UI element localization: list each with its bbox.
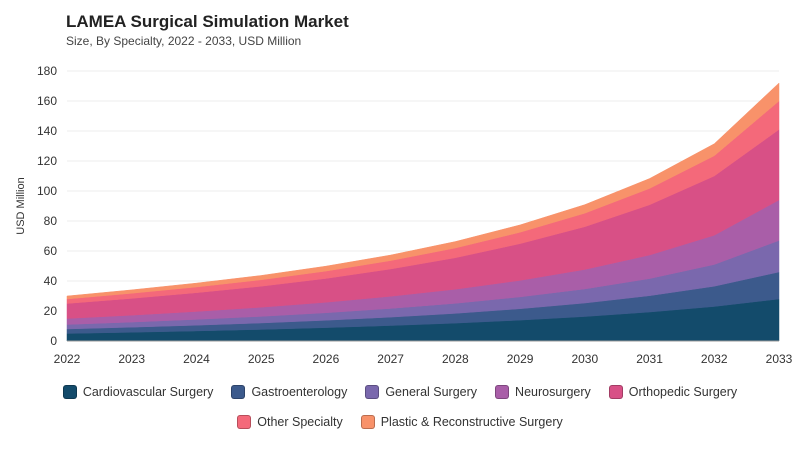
y-tick-label: 120 <box>37 154 57 168</box>
x-tick-label: 2028 <box>442 352 469 366</box>
x-tick-label: 2027 <box>377 352 404 366</box>
y-axis-label: USD Million <box>15 177 27 234</box>
x-tick-label: 2026 <box>313 352 340 366</box>
legend-swatch <box>360 415 375 429</box>
legend-item[interactable]: Cardiovascular Surgery <box>62 385 214 399</box>
x-tick-label: 2032 <box>701 352 728 366</box>
legend-label: Cardiovascular Surgery <box>82 385 214 399</box>
y-tick-label: 60 <box>44 244 58 258</box>
legend-label: Other Specialty <box>257 415 343 429</box>
x-tick-label: 2029 <box>507 352 534 366</box>
legend-swatch <box>237 415 252 429</box>
y-tick-label: 160 <box>37 94 57 108</box>
legend-swatch <box>62 385 77 399</box>
y-tick-label: 180 <box>37 64 57 78</box>
y-tick-label: 40 <box>44 274 58 288</box>
legend-swatch <box>365 385 380 399</box>
legend-row-1: Cardiovascular Surgery Gastroenterology Ge… <box>0 385 800 399</box>
y-tick-label: 20 <box>44 304 58 318</box>
y-tick-label: 140 <box>37 124 57 138</box>
legend-label: General Surgery <box>385 385 478 399</box>
legend-item[interactable]: Gastroenterology <box>231 385 347 399</box>
axes: 0 20 40 60 80 100 120 140 160 180 2022 2023 2024 2025… <box>15 64 793 366</box>
legend-label: Orthopedic Surgery <box>628 385 738 399</box>
chart-subtitle: Size, By Specialty, 2022 - 2033, USD Mil… <box>66 34 302 48</box>
legend-item[interactable]: General Surgery <box>365 385 477 399</box>
x-tick-label: 2022 <box>54 352 81 366</box>
legend-row-2: Other Specialty Plastic & Reconstructive … <box>0 415 800 429</box>
legend-label: Neurosurgery <box>515 385 591 399</box>
legend-item[interactable]: Plastic & Reconstructive Surgery <box>360 415 563 429</box>
x-tick-label: 2024 <box>183 352 210 366</box>
stacked-area-chart: 0 20 40 60 80 100 120 140 160 180 2022 2023 2024 2025… <box>15 64 793 366</box>
x-tick-label: 2031 <box>636 352 663 366</box>
y-tick-label: 100 <box>37 184 57 198</box>
y-tick-label: 0 <box>50 334 57 348</box>
legend-swatch <box>231 385 246 399</box>
legend-item[interactable]: Orthopedic Surgery <box>608 385 738 399</box>
x-tick-label: 2030 <box>571 352 598 366</box>
legend-label: Gastroenterology <box>251 385 348 399</box>
y-tick-label: 80 <box>44 214 58 228</box>
area-series-plastic-reconstructive-surgery <box>66 82 780 300</box>
x-tick-label: 2025 <box>248 352 275 366</box>
area-series-group <box>66 82 780 342</box>
x-tick-label: 2023 <box>118 352 145 366</box>
chart-title: LAMEA Surgical Simulation Market <box>66 12 349 31</box>
legend-item[interactable]: Other Specialty <box>237 415 343 429</box>
legend-label: Plastic & Reconstructive Surgery <box>380 415 563 429</box>
legend-item[interactable]: Neurosurgery <box>495 385 591 399</box>
x-tick-label: 2033 <box>766 352 793 366</box>
legend-swatch <box>608 385 623 399</box>
legend-swatch <box>495 385 510 399</box>
